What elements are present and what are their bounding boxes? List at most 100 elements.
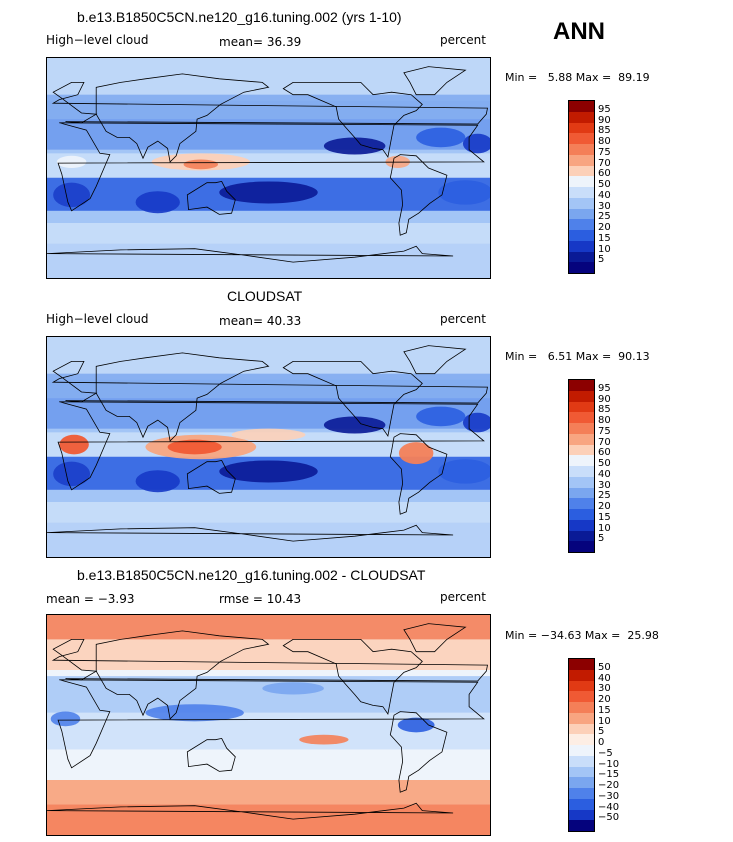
color-bar-label: 25 <box>598 211 611 223</box>
color-bar-label: 60 <box>598 168 611 180</box>
color-bar-label: 85 <box>598 125 611 137</box>
cloud-anomaly-region <box>416 406 466 427</box>
color-bar-segment <box>569 122 594 134</box>
min-max-label: Min = 5.88 Max = 89.19 <box>505 71 650 84</box>
cloud-anomaly-region <box>323 416 386 434</box>
color-bar-segment <box>569 230 594 241</box>
color-bar-segment <box>569 423 594 434</box>
color-bar-label: 75 <box>598 146 611 158</box>
cloud-anomaly-region <box>231 428 306 441</box>
panel-title: CLOUDSAT <box>227 288 303 304</box>
color-bar-label: 90 <box>598 393 611 405</box>
color-bar-label: 50 <box>598 661 611 673</box>
units-label: percent <box>440 33 486 47</box>
color-bar-label: 5 <box>598 726 605 738</box>
color-bar-label: 15 <box>598 704 611 716</box>
color-bar-segment <box>569 401 594 413</box>
color-bar-segment <box>569 380 594 391</box>
color-bar-segment <box>569 165 594 177</box>
coastline <box>389 154 448 236</box>
color-bar-segment <box>569 466 594 477</box>
latitude-band <box>47 337 490 380</box>
coastline <box>282 81 423 159</box>
color-bar-segment <box>569 519 594 531</box>
cloud-map <box>46 57 491 279</box>
coastline <box>95 352 270 442</box>
color-bar-segment <box>569 176 594 187</box>
color-bar-segment <box>569 101 594 112</box>
cloud-anomaly-region <box>135 191 180 214</box>
color-bar-label: 95 <box>598 382 611 394</box>
color-bar-segment <box>569 530 594 542</box>
coastline <box>186 737 236 772</box>
color-bar-label: 30 <box>598 200 611 212</box>
color-bar-segment <box>569 691 594 702</box>
color-bar-segment <box>569 111 594 123</box>
color-bar-label: 30 <box>598 683 611 695</box>
color-bar-label: 10 <box>598 522 611 534</box>
color-bar-segment <box>569 251 594 263</box>
cloud-anomaly-region <box>462 133 490 154</box>
cloud-anomaly-region <box>145 704 244 722</box>
min-max-label: Min = 6.51 Max = 90.13 <box>505 350 650 363</box>
latitude-band <box>47 804 490 835</box>
latitude-band <box>47 153 490 178</box>
mean-label: mean= 36.39 <box>219 35 302 49</box>
color-bar-label: −30 <box>598 790 620 802</box>
color-bar-segment <box>569 444 594 456</box>
latitude-band <box>47 94 490 120</box>
cloud-anomaly-region <box>167 439 222 455</box>
color-bar-label: 80 <box>598 415 611 426</box>
cloud-anomaly-region <box>299 734 349 745</box>
color-bar-label: −20 <box>598 780 620 791</box>
color-bar-segment <box>569 455 594 466</box>
color-bar-segment <box>569 798 594 810</box>
color-bar-segment <box>569 208 594 220</box>
latitude-band <box>47 58 490 101</box>
coastline <box>51 638 488 682</box>
map-canvas <box>47 337 490 557</box>
variable-label: High−level cloud <box>46 312 149 326</box>
cloud-anomaly-region <box>50 711 81 727</box>
coastline <box>186 180 236 215</box>
cloud-anomaly-region <box>219 181 318 204</box>
panel-title: b.e13.B1850C5CN.ne120_g16.tuning.002 - C… <box>77 567 426 583</box>
color-bar-segment <box>569 820 594 831</box>
color-bar-label: 15 <box>598 511 611 523</box>
coastline <box>186 459 236 494</box>
latitude-band <box>47 373 490 399</box>
rmse-label: rmse = 10.43 <box>219 592 302 606</box>
latitude-band <box>47 502 490 523</box>
color-bar-segment <box>569 509 594 520</box>
color-bar-label: 5 <box>598 254 605 266</box>
coastline <box>95 73 270 163</box>
color-bar-label: 40 <box>598 468 611 480</box>
coastline <box>403 623 467 653</box>
cloud-anomaly-region <box>59 434 89 455</box>
latitude-band <box>47 522 490 557</box>
color-bar-segment <box>569 777 594 788</box>
color-bar-segment <box>569 723 594 735</box>
season-label: ANN <box>553 18 605 45</box>
color-bar-segment <box>569 755 594 767</box>
color-bar-label: −10 <box>598 758 620 770</box>
latitude-band <box>47 243 490 278</box>
cloud-anomaly-region <box>135 470 180 493</box>
color-bar-label: 75 <box>598 425 611 437</box>
coastline <box>389 433 448 515</box>
color-bar-label: −15 <box>598 769 620 781</box>
coastline <box>95 630 270 720</box>
color-bar-label: 10 <box>598 243 611 255</box>
map-canvas <box>47 615 490 835</box>
color-bar-label: 5 <box>598 533 605 545</box>
color-bar-label: 20 <box>598 694 611 705</box>
cloud-anomaly-region <box>462 412 490 433</box>
color-bar-segment <box>569 262 594 273</box>
cloud-anomaly-region <box>183 159 219 170</box>
color-bar-segment <box>569 487 594 499</box>
cloud-map <box>46 336 491 558</box>
color-bar-segment <box>569 669 594 681</box>
coastline <box>47 524 454 542</box>
color-bar-label: 70 <box>598 436 611 448</box>
color-bar-label: −5 <box>598 747 613 759</box>
